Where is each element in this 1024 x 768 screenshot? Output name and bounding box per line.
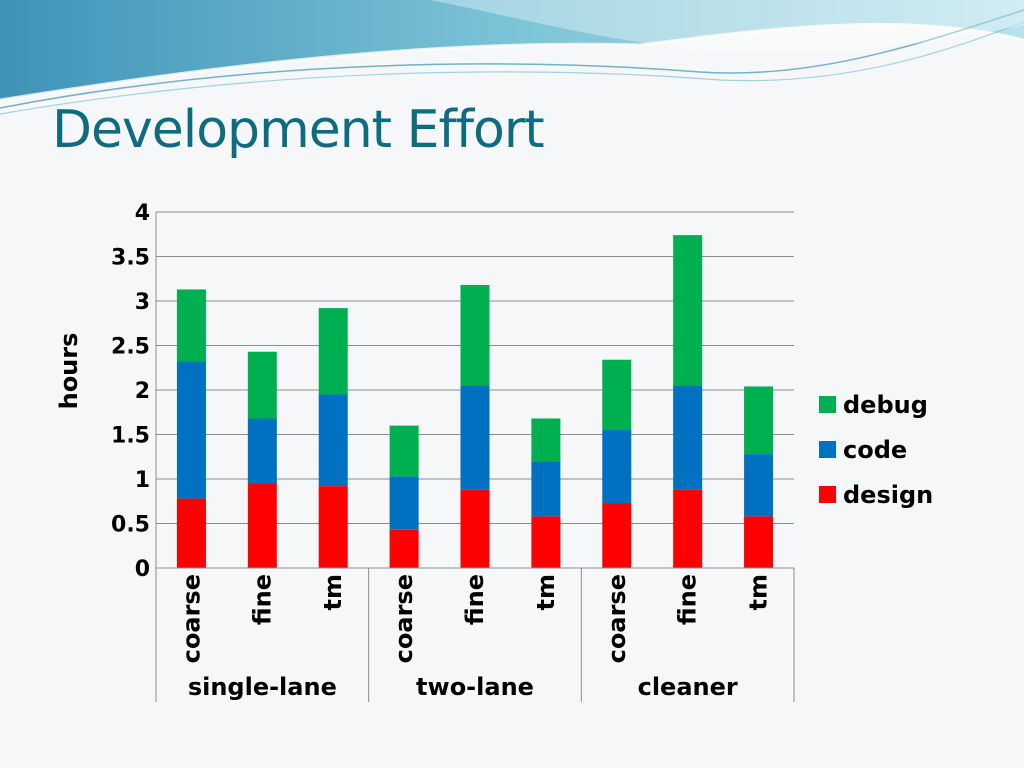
y-tick-label: 2.5 [111,335,150,360]
bar-segment-debug [247,351,277,419]
bars [176,235,774,568]
x-category-label: coarse [177,574,205,663]
x-category-label: tm [532,574,560,610]
y-axis-label: hours [55,333,83,410]
legend: debug code design [819,391,933,509]
y-tick-label: 0.5 [111,513,150,538]
y-tick-label: 4 [135,201,150,226]
bar-segment-design [389,529,419,568]
bar-segment-debug [176,289,206,362]
bar-segment-debug [744,386,774,455]
bar-segment-debug [389,425,419,477]
axes [155,212,795,702]
x-category-label: coarse [390,574,418,663]
bar-segment-design [176,498,206,568]
bar-segment-debug [318,308,348,395]
y-tick-label: 1.5 [111,424,150,449]
bar-segment-design [602,503,632,568]
bar-segment-code [176,361,206,499]
bar-segment-design [247,483,277,568]
legend-swatch-code [819,441,836,458]
x-category-label: fine [461,574,489,625]
x-group-label: single-lane [188,673,337,701]
y-tick-label: 3.5 [111,246,150,271]
y-tick-labels: 0 0.5 1 1.5 2 2.5 3 3.5 4 [111,201,150,582]
legend-label: debug [843,391,928,419]
y-tick-label: 3 [135,290,150,315]
x-category-labels: coarse fine tm coarse fine tm coarse fine tm [177,574,772,663]
legend-label: design [843,481,933,509]
y-tick-label: 2 [135,379,150,404]
bar-segment-code [673,385,703,490]
bar-segment-code [318,394,348,487]
bar-segment-code [460,385,490,490]
bar-segment-code [531,461,561,517]
y-tick-label: 0 [135,557,150,582]
x-category-label: fine [248,574,276,625]
bar-segment-code [247,418,277,484]
bar-segment-code [389,476,419,530]
x-category-label: fine [674,574,702,625]
legend-swatch-design [819,486,836,503]
bar-segment-design [318,486,348,568]
bar-segment-design [673,489,703,568]
bar-segment-code [602,430,632,504]
slide-title: Development Effort [52,100,545,160]
y-tick-label: 1 [135,468,150,493]
bar-segment-design [744,516,774,568]
x-group-label: two-lane [416,673,534,701]
bar-segment-design [531,516,561,568]
x-category-label: tm [319,574,347,610]
bar-segment-design [460,489,490,568]
x-group-label: cleaner [638,673,738,701]
bar-segment-debug [602,359,632,431]
bar-segment-debug [531,418,561,462]
x-group-labels: single-lane two-lane cleaner [188,673,738,701]
x-category-label: tm [745,574,773,610]
bar-segment-debug [460,284,490,386]
bar-segment-code [744,454,774,517]
x-category-label: coarse [603,574,631,663]
bar-segment-debug [673,235,703,386]
legend-swatch-debug [819,396,836,413]
legend-label: code [843,436,907,464]
